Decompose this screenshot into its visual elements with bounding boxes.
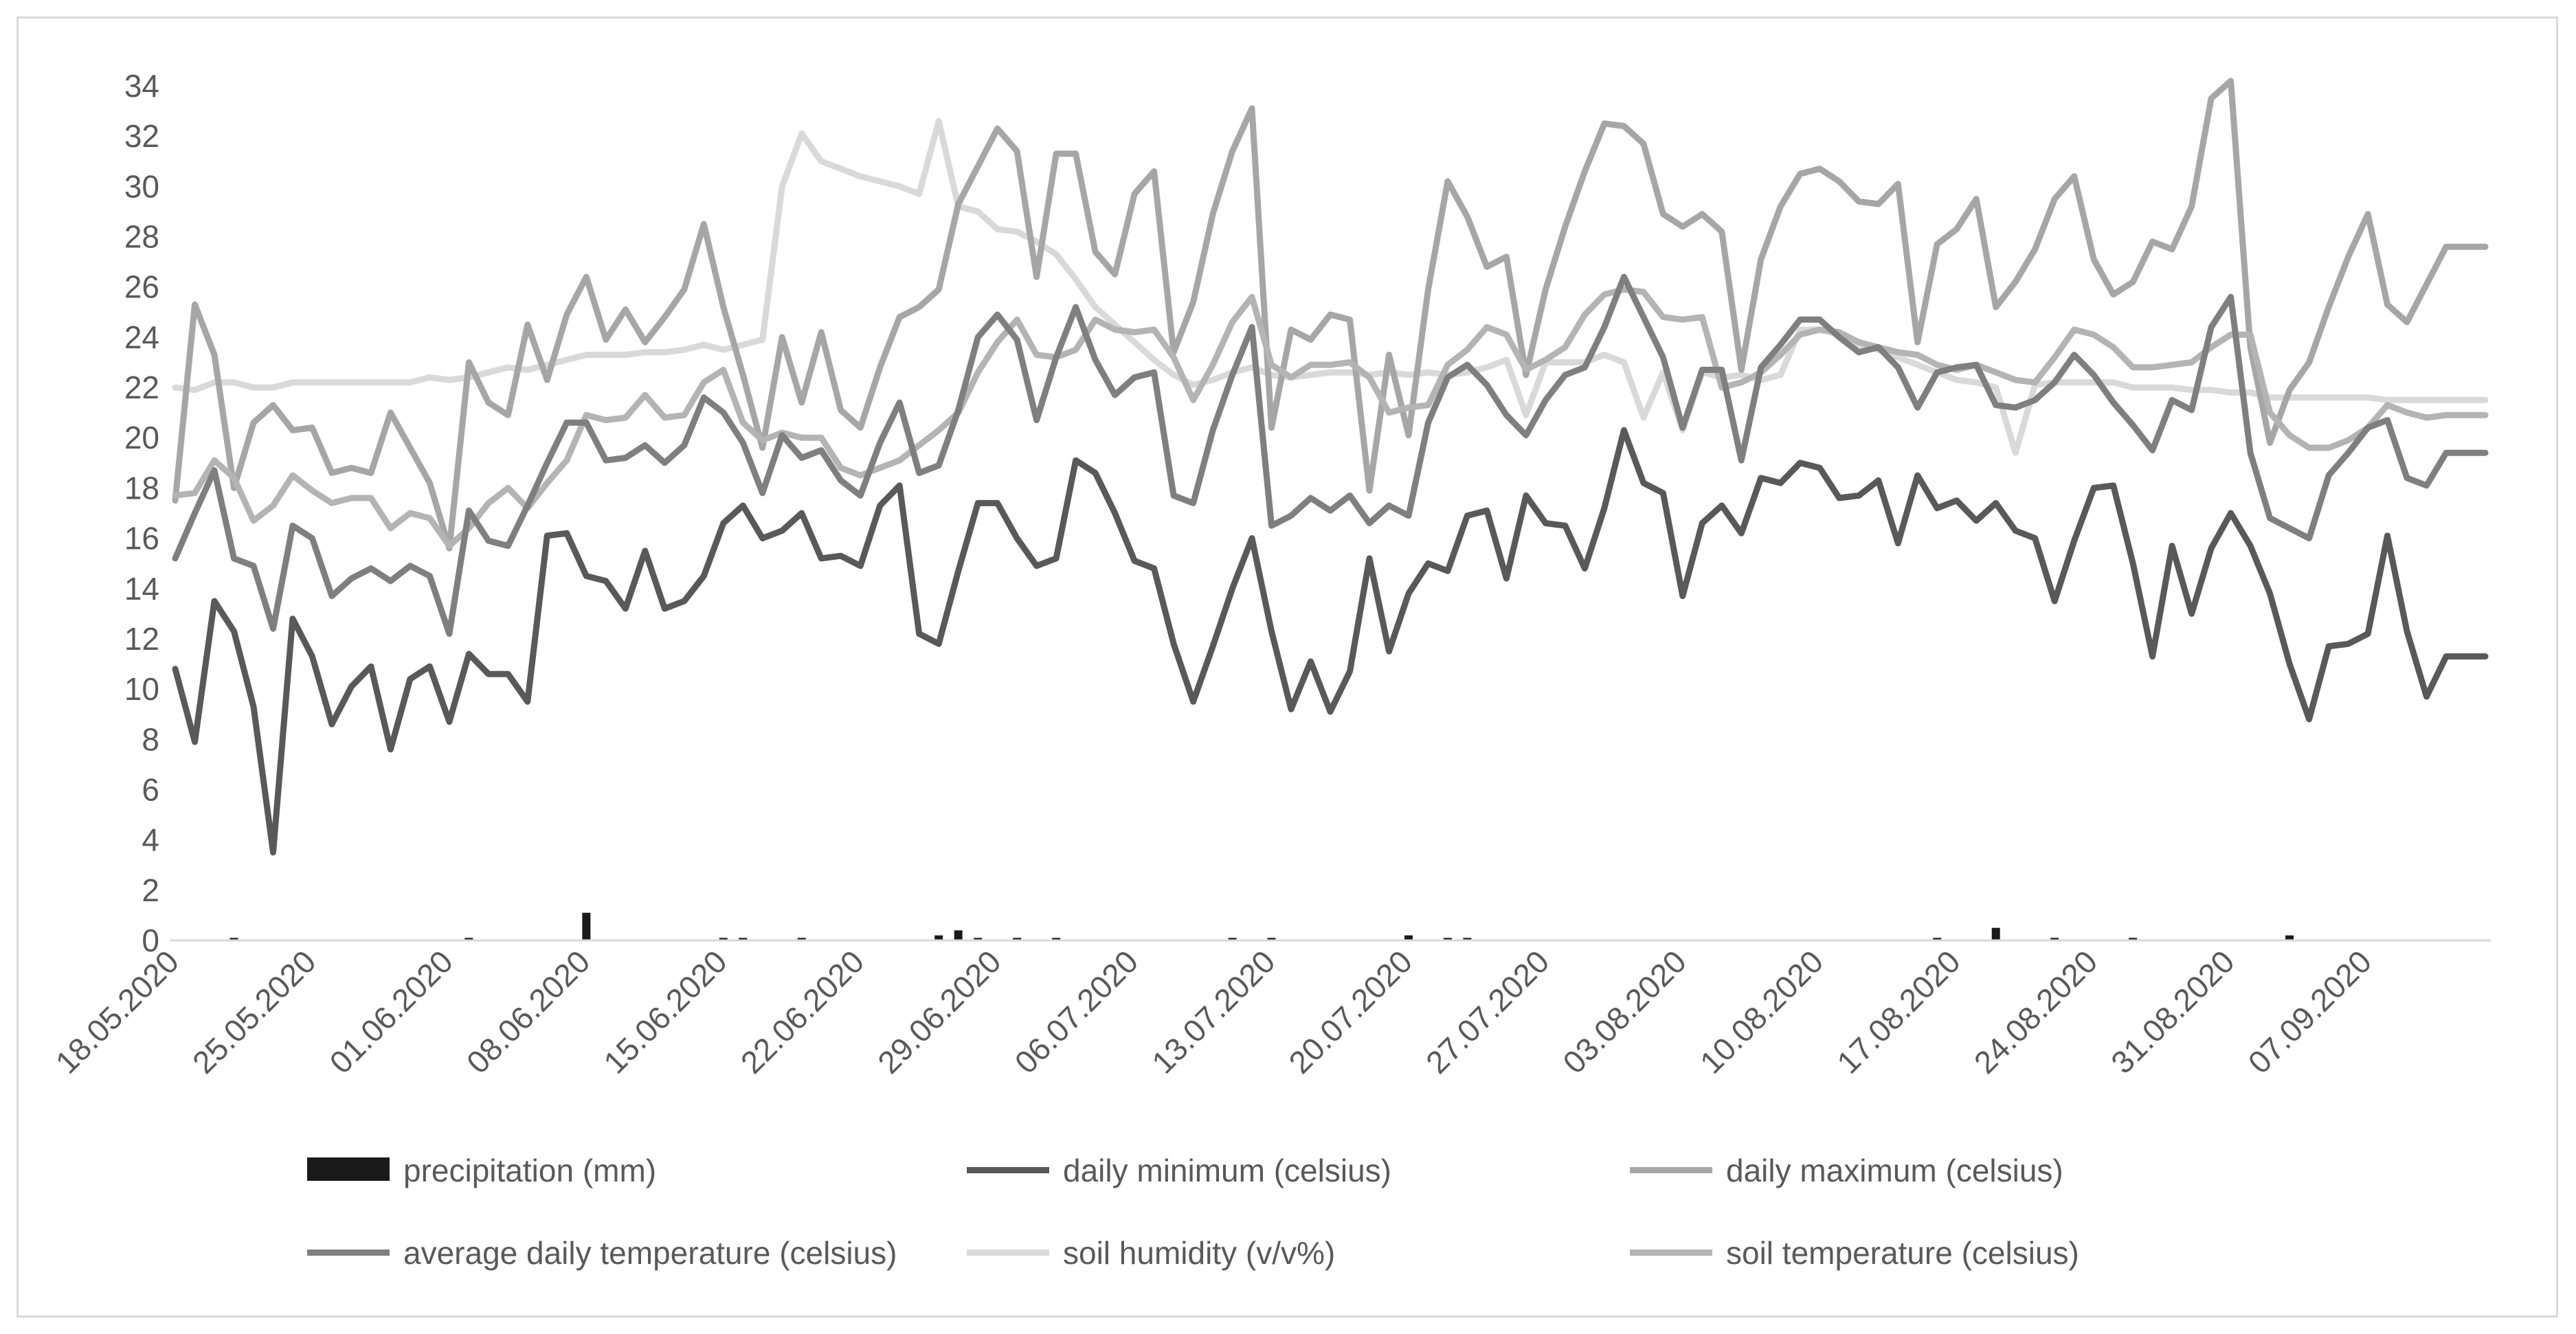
chart-frame: 0 2 4 6 8 10 12 14 16 18 20 22 24 26 28 30 32 34 18.05.20… [16, 16, 2558, 1318]
precipitation-bar-100 [2129, 938, 2138, 940]
x-tick-label-15: 31.08.2020 [2104, 943, 2241, 1081]
y-tick-label-12: 24 [124, 319, 159, 355]
precipitation-bar-108 [2285, 935, 2294, 940]
y-tick-label-15: 30 [124, 168, 159, 204]
series-line-soil-humidity [172, 117, 2489, 456]
x-tick-label-9: 20.07.2020 [1281, 943, 1419, 1081]
legend-label-daily-minimum: daily minimum (celsius) [1063, 1153, 1391, 1188]
precipitation-bar-45 [1052, 938, 1061, 940]
series-line-soil-temperature [172, 286, 2489, 550]
precipitation-bar-39 [934, 935, 943, 940]
legend-label-average-daily-temperature: average daily temperature (celsius) [403, 1235, 897, 1271]
legend-label-soil-humidity: soil humidity (v/v%) [1063, 1235, 1336, 1271]
legend-swatch-daily-minimum [967, 1167, 1049, 1173]
precipitation-bar-90 [1933, 938, 1942, 940]
precipitation-bar-54 [1228, 938, 1237, 940]
legend-swatch-precipitation [307, 1157, 390, 1181]
y-tick-label-0: 0 [142, 923, 159, 958]
x-tick-label-7: 06.07.2020 [1008, 943, 1145, 1081]
y-tick-label-6: 12 [124, 621, 159, 657]
series-lines [172, 78, 2489, 856]
x-axis-ticks: 18.05.2020 25.05.2020 01.06.2020 08.06.2020… [49, 943, 2379, 1081]
y-tick-label-7: 14 [124, 571, 159, 607]
legend-label-precipitation: precipitation (mm) [403, 1153, 657, 1188]
y-tick-label-10: 20 [124, 420, 159, 455]
y-tick-label-17: 34 [124, 68, 159, 104]
x-tick-label-5: 22.06.2020 [734, 943, 871, 1081]
legend-label-soil-temperature: soil temperature (celsius) [1726, 1235, 2079, 1271]
precipitation-bar-56 [1267, 938, 1276, 940]
legend-swatch-soil-temperature [1630, 1250, 1712, 1256]
x-tick-label-16: 07.09.2020 [2241, 943, 2379, 1081]
y-tick-label-8: 16 [124, 521, 159, 556]
x-tick-label-6: 29.06.2020 [871, 943, 1008, 1081]
x-tick-label-13: 17.08.2020 [1830, 943, 1967, 1081]
y-tick-label-5: 10 [124, 671, 159, 707]
y-tick-label-9: 18 [124, 470, 159, 506]
x-tick-label-14: 24.08.2020 [1967, 943, 2105, 1081]
series-line-average-daily-temperature [172, 273, 2489, 637]
precipitation-bar-65 [1443, 938, 1452, 940]
y-tick-label-13: 26 [124, 269, 159, 305]
precipitation-bars [229, 912, 2294, 940]
y-tick-label-1: 2 [142, 872, 159, 908]
y-tick-label-11: 22 [124, 370, 159, 405]
precipitation-bar-41 [974, 938, 983, 940]
precipitation-bar-3 [229, 938, 238, 940]
y-tick-label-3: 6 [142, 771, 159, 807]
precipitation-bar-28 [719, 938, 728, 940]
legend-swatch-soil-humidity [967, 1250, 1049, 1256]
x-tick-label-1: 25.05.2020 [186, 943, 323, 1081]
y-tick-label-16: 32 [124, 118, 159, 154]
x-tick-label-11: 03.08.2020 [1556, 943, 1693, 1081]
x-tick-label-0: 18.05.2020 [49, 943, 186, 1081]
precipitation-bar-32 [797, 938, 806, 940]
x-tick-label-4: 15.06.2020 [596, 943, 734, 1081]
x-tick-label-2: 01.06.2020 [322, 943, 460, 1081]
series-line-daily-minimum [172, 427, 2489, 856]
precipitation-bar-29 [739, 938, 748, 940]
precipitation-bar-43 [1013, 938, 1022, 940]
x-tick-label-10: 27.07.2020 [1419, 943, 1556, 1081]
precipitation-bar-66 [1463, 938, 1472, 940]
y-tick-label-2: 4 [142, 822, 159, 858]
legend-label-daily-maximum: daily maximum (celsius) [1726, 1153, 2063, 1188]
legend-swatch-average-daily-temperature [307, 1250, 390, 1256]
y-tick-label-14: 28 [124, 219, 159, 255]
x-tick-label-8: 13.07.2020 [1145, 943, 1282, 1081]
precipitation-bar-63 [1404, 935, 1413, 940]
y-tick-label-4: 8 [142, 721, 159, 757]
precipitation-bar-93 [1991, 927, 2000, 940]
precipitation-bar-96 [2050, 938, 2059, 940]
x-tick-label-12: 10.08.2020 [1693, 943, 1830, 1081]
series-line-daily-maximum [172, 78, 2489, 552]
precipitation-bar-21 [582, 912, 591, 940]
precipitation-bar-15 [464, 938, 473, 940]
precipitation-bar-40 [954, 930, 963, 940]
legend-swatch-daily-maximum [1630, 1167, 1712, 1173]
x-tick-label-3: 08.06.2020 [460, 943, 597, 1081]
